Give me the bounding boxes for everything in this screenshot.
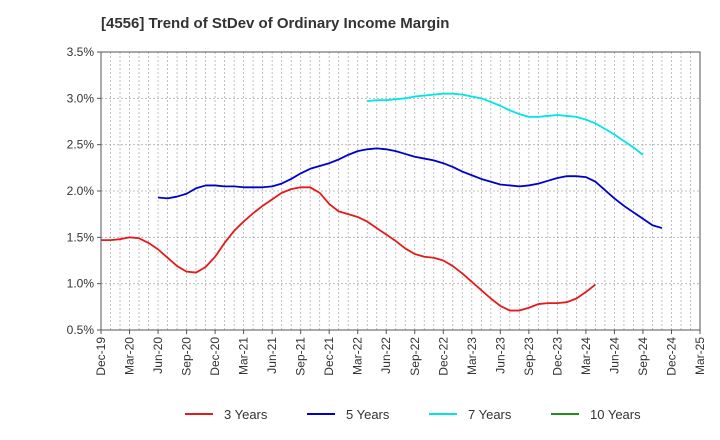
x-tick-label: Sep-20: [180, 337, 194, 376]
x-tick-label: Mar-23: [465, 337, 479, 375]
y-tick-label: 3.5%: [67, 45, 95, 59]
x-tick-label: Jun-22: [379, 337, 393, 374]
y-tick-label: 0.5%: [67, 323, 95, 337]
x-axis-tick-labels: Dec-19 Mar-20 Jun-20 Sep-20 Dec-20 Mar-21 Jun-…: [94, 330, 707, 376]
x-tick-label: Sep-21: [294, 337, 308, 376]
x-tick-label: Dec-24: [664, 337, 678, 376]
x-tick-label: Mar-25: [693, 337, 707, 375]
x-tick-label: Jun-21: [265, 337, 279, 374]
plot-frame: [100, 51, 701, 331]
x-tick-label: Sep-24: [636, 337, 650, 376]
x-tick-label: Dec-20: [208, 337, 222, 376]
x-tick-label: Jun-20: [151, 337, 165, 374]
y-tick-label: 3.0%: [67, 91, 95, 105]
legend-label: 7 Years: [468, 407, 512, 422]
x-tick-label: Sep-23: [522, 337, 536, 376]
x-tick-label: Mar-24: [579, 337, 593, 375]
x-tick-label: Dec-21: [322, 337, 336, 376]
series-lines: [101, 92, 663, 312]
x-tick-label: Mar-21: [237, 337, 251, 375]
legend-label: 3 Years: [224, 407, 268, 422]
y-axis-tick-labels: 0.5% 1.0% 1.5% 2.0% 2.5% 3.0% 3.5%: [67, 45, 101, 337]
x-tick-label: Sep-22: [408, 337, 422, 376]
x-tick-label: Mar-22: [351, 337, 365, 375]
chart-title: [4556] Trend of StDev of Ordinary Income…: [101, 15, 450, 32]
y-tick-label: 2.5%: [67, 138, 95, 152]
series-line-3-years: [101, 186, 596, 312]
x-tick-label: Dec-19: [94, 337, 108, 376]
y-tick-label: 1.0%: [67, 277, 95, 291]
y-tick-label: 1.5%: [67, 230, 95, 244]
x-tick-label: Jun-24: [607, 337, 621, 374]
x-tick-label: Mar-20: [123, 337, 137, 375]
legend-label: 10 Years: [590, 407, 641, 422]
x-tick-label: Dec-23: [550, 337, 564, 376]
x-tick-label: Jun-23: [493, 337, 507, 374]
series-line-5-years: [157, 147, 663, 229]
series-line-7-years: [367, 92, 644, 156]
legend-label: 5 Years: [346, 407, 390, 422]
y-tick-label: 2.0%: [67, 184, 95, 198]
legend: 3 Years 5 Years 7 Years 10 Years: [185, 407, 641, 422]
x-tick-label: Dec-22: [436, 337, 450, 376]
